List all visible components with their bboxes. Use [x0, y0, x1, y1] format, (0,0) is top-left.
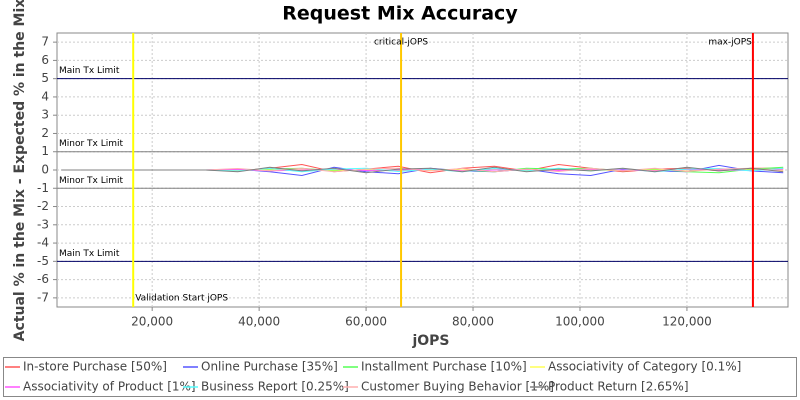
marker-label: Validation Start jOPS [135, 294, 228, 304]
y-tick-label: 0 [41, 163, 49, 177]
y-tick-label: -4 [37, 236, 49, 250]
legend [3, 357, 797, 397]
y-tick-label: 5 [41, 71, 49, 85]
y-tick-label: -3 [37, 217, 49, 231]
x-tick-label: 80,000 [452, 315, 494, 329]
x-tick-label: 60,000 [345, 315, 387, 329]
legend-label: Business Report [0.25%] [201, 380, 349, 394]
marker-label: critical-jOPS [374, 38, 428, 48]
y-tick-label: 2 [41, 126, 49, 140]
y-tick-label: 4 [41, 89, 49, 103]
legend-label: Associativity of Product [1%] [23, 380, 196, 394]
y-tick-label: 7 [41, 35, 49, 49]
chart-title: Request Mix Accuracy [282, 3, 518, 25]
legend-label: Customer Buying Behavior [1%] [361, 380, 554, 394]
series-line [61, 166, 784, 174]
x-tick-label: 100,000 [555, 315, 605, 329]
legend-label: Installment Purchase [10%] [361, 360, 527, 374]
series-line [61, 167, 784, 173]
x-tick-label: 120,000 [662, 315, 712, 329]
legend-label: Online Purchase [35%] [201, 360, 338, 374]
legend-label: Product Return [2.65%] [548, 380, 689, 394]
y-tick-label: -6 [37, 272, 49, 286]
x-axis-label: jOPS [411, 333, 449, 349]
y-tick-label: 3 [41, 108, 49, 122]
legend-label: In-store Purchase [50%] [23, 360, 167, 374]
y-tick-label: 1 [41, 144, 49, 158]
x-tick-label: 40,000 [238, 315, 280, 329]
y-axis-label: Actual % in the Mix - Expected % in the … [12, 0, 28, 341]
limit-label: Main Tx Limit [59, 249, 120, 259]
marker-label: max-jOPS [708, 38, 752, 48]
y-tick-label: -2 [37, 199, 49, 213]
limit-label: Minor Tx Limit [59, 139, 124, 149]
limit-label: Minor Tx Limit [59, 176, 124, 186]
y-tick-label: -7 [37, 290, 49, 304]
y-tick-label: -5 [37, 254, 49, 268]
y-tick-label: 6 [41, 53, 49, 67]
limit-label: Main Tx Limit [59, 66, 120, 76]
y-tick-label: -1 [37, 181, 49, 195]
legend-label: Associativity of Category [0.1%] [548, 360, 741, 374]
x-tick-label: 20,000 [131, 315, 173, 329]
